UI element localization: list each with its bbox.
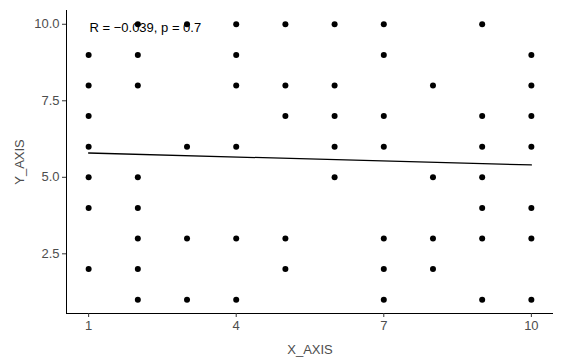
svg-text:10: 10 <box>524 318 538 333</box>
svg-text:2.5: 2.5 <box>41 246 59 261</box>
svg-text:4: 4 <box>233 318 240 333</box>
svg-text:1: 1 <box>85 318 92 333</box>
svg-text:5.0: 5.0 <box>41 169 59 184</box>
svg-text:7.5: 7.5 <box>41 93 59 108</box>
svg-text:10.0: 10.0 <box>34 16 59 31</box>
svg-text:X_AXIS: X_AXIS <box>287 342 333 357</box>
svg-text:7: 7 <box>380 318 387 333</box>
svg-text:Y_AXIS: Y_AXIS <box>12 139 27 185</box>
svg-text:R = −0.039, p = 0.7: R = −0.039, p = 0.7 <box>90 20 202 35</box>
